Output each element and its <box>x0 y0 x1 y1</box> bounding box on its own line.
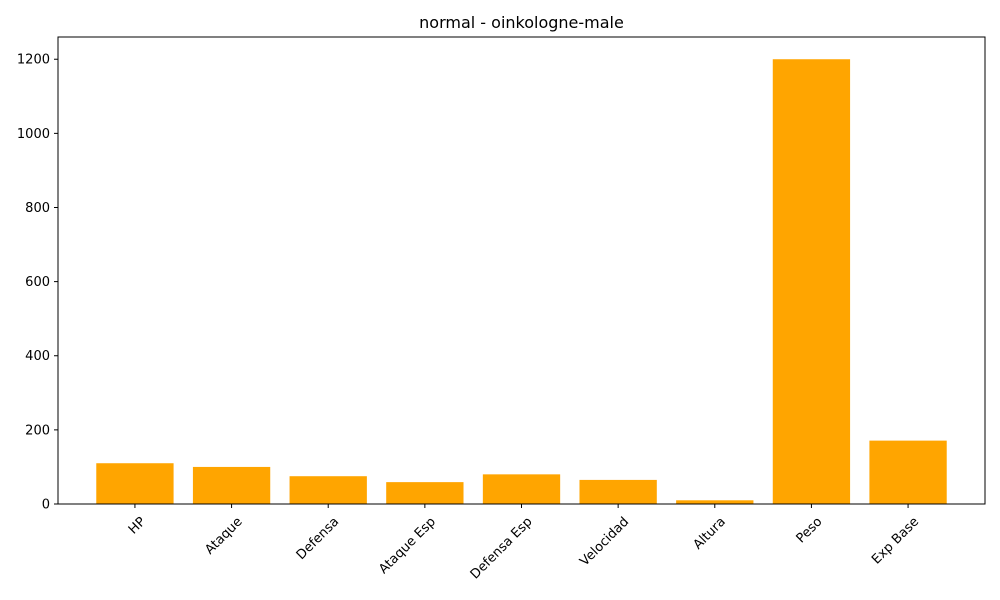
y-tick-label: 1200 <box>17 53 50 68</box>
y-tick-label: 0 <box>42 498 50 513</box>
x-axis: HP Ataque Defensa Ataque Esp Defensa Esp Velo… <box>126 504 922 582</box>
bar-hp <box>96 463 174 504</box>
x-tick-label: Peso <box>794 514 826 546</box>
chart-title: normal - oinkologne-male <box>419 13 624 32</box>
bar-velocidad <box>579 479 657 504</box>
x-tick-label: Exp Base <box>869 514 922 567</box>
bar-ataque-esp <box>386 482 464 504</box>
bar-defensa-esp <box>482 474 561 504</box>
x-tick-label: Velocidad <box>577 514 632 569</box>
bar-exp-base <box>869 440 947 504</box>
x-tick-label: Altura <box>691 514 729 552</box>
y-tick-label: 1000 <box>17 127 50 142</box>
bar-defensa <box>289 476 367 504</box>
y-axis: 0 200 400 600 800 1000 1200 <box>17 53 58 513</box>
y-tick-label: 400 <box>25 349 50 364</box>
bars-layer <box>96 59 947 504</box>
x-tick-label: Defensa <box>294 514 342 562</box>
y-tick-label: 600 <box>25 275 50 290</box>
x-tick-label: Ataque Esp <box>376 514 439 577</box>
y-tick-label: 800 <box>25 201 50 216</box>
y-tick-label: 200 <box>25 423 50 438</box>
bar-ataque <box>192 466 271 504</box>
x-tick-label: Defensa Esp <box>468 514 536 582</box>
bar-peso <box>772 59 851 504</box>
x-tick-label: HP <box>126 514 149 537</box>
plot-frame <box>57 36 986 505</box>
bar-altura <box>676 500 754 504</box>
x-tick-label: Ataque <box>202 514 245 557</box>
